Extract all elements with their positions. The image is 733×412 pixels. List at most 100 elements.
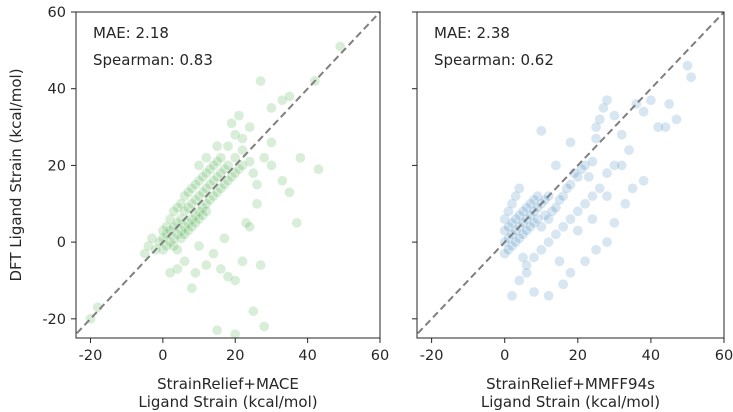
data-point (590, 133, 602, 144)
data-point (201, 152, 212, 163)
data-point (219, 233, 230, 244)
data-point (514, 233, 525, 244)
data-point (284, 91, 295, 102)
data-point (594, 114, 605, 125)
data-point (186, 282, 198, 294)
data-point (583, 171, 595, 183)
data-point (510, 190, 521, 202)
data-point (193, 240, 205, 252)
data-point (587, 213, 598, 225)
x-tick-label: 60 (371, 348, 389, 364)
data-point (291, 217, 303, 229)
y-tick-label: 0 (57, 235, 66, 251)
data-point (211, 187, 223, 198)
data-point (215, 167, 227, 179)
chart-left: -20 0 20 40 60 -20 0 20 40 60 StrainRelief+MACELig… (7, 5, 389, 411)
data-point (237, 144, 248, 156)
data-point (258, 321, 270, 332)
data-point (313, 163, 324, 175)
data-point (536, 125, 547, 137)
data-point (255, 75, 266, 87)
identity-line (76, 12, 380, 336)
x-axis-label: StrainRelief+MACE (157, 375, 299, 393)
data-point (222, 160, 234, 171)
data-point (222, 140, 234, 152)
data-point (565, 179, 576, 190)
data-point (226, 117, 237, 129)
data-point (528, 286, 540, 298)
plot-area (417, 12, 724, 336)
data-point (208, 175, 219, 187)
data-point (521, 259, 532, 271)
data-point (168, 233, 179, 244)
data-point (609, 160, 620, 171)
data-point (193, 206, 205, 217)
data-point (543, 236, 554, 248)
x-tick-label: 60 (715, 348, 733, 364)
data-point (550, 229, 562, 240)
data-point (186, 198, 198, 210)
x-axis-label: Ligand Strain (kcal/mol) (481, 393, 660, 411)
data-point (572, 171, 584, 183)
x-tick-label: 20 (569, 348, 587, 364)
data-point (258, 152, 270, 163)
data-point (590, 244, 602, 256)
y-tick-label: 40 (48, 82, 66, 98)
data-point (211, 325, 223, 336)
data-point (193, 190, 205, 202)
data-point (164, 267, 176, 279)
data-point (295, 152, 306, 163)
spearman-annotation: Spearman: 0.62 (434, 51, 554, 69)
data-point (499, 248, 510, 259)
data-point (215, 152, 227, 163)
data-point (514, 183, 525, 194)
data-point (179, 256, 190, 267)
data-point (251, 198, 263, 210)
x-tick-label: 0 (500, 348, 509, 364)
data-point (514, 275, 525, 286)
data-point (557, 279, 569, 290)
data-point (229, 129, 241, 140)
data-point (255, 259, 266, 271)
data-point (525, 221, 536, 233)
data-point (190, 267, 201, 279)
data-point (663, 98, 675, 110)
data-point (193, 160, 205, 171)
data-point (601, 190, 613, 202)
data-point (201, 167, 212, 179)
data-point (244, 121, 255, 133)
data-point (334, 41, 346, 52)
data-point (215, 263, 227, 275)
data-point (266, 102, 277, 114)
data-point (554, 194, 565, 206)
data-point (244, 221, 255, 233)
x-tick-label: 20 (226, 348, 244, 364)
data-point (175, 233, 187, 244)
data-point (251, 179, 263, 190)
data-point (201, 259, 212, 271)
x-tick-label: 40 (642, 348, 660, 364)
identity-line (417, 12, 724, 336)
axes-frame (75, 11, 381, 339)
data-point (616, 160, 627, 171)
data-point (284, 187, 295, 198)
data-point (546, 206, 558, 217)
data-point (536, 244, 547, 256)
data-point (248, 167, 259, 179)
data-point (598, 102, 609, 114)
data-point (627, 183, 638, 194)
data-point (565, 267, 576, 279)
data-point (197, 210, 208, 221)
y-tick-label: 60 (48, 5, 66, 21)
data-point (565, 213, 576, 225)
data-point (229, 275, 241, 286)
y-axis-label: DFT Ligand Strain (kcal/mol) (7, 68, 25, 281)
data-point (587, 190, 598, 202)
data-point (208, 248, 219, 259)
data-point (506, 290, 518, 302)
data-point (211, 156, 223, 167)
mae-annotation: MAE: 2.18 (93, 24, 169, 42)
data-point (237, 256, 248, 267)
data-point (623, 144, 635, 156)
